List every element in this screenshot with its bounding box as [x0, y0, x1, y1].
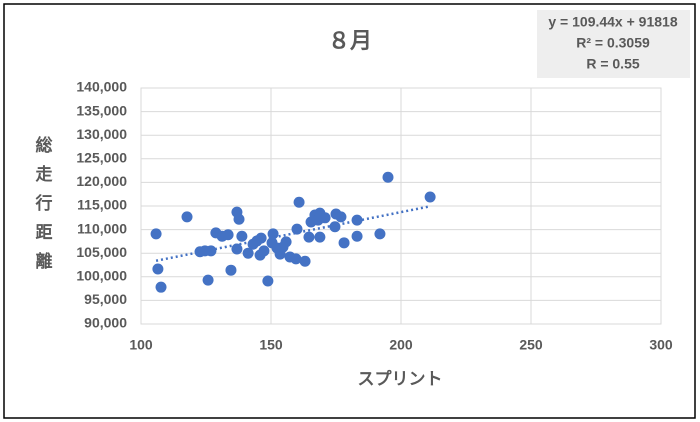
point [351, 214, 363, 226]
x-tick-label: 200 [389, 337, 413, 353]
y-tick-label: 115,000 [77, 197, 127, 213]
point [424, 191, 436, 203]
point [290, 253, 302, 265]
annotation-box [537, 10, 690, 78]
point [382, 171, 394, 183]
y-tick-label: 110,000 [77, 220, 127, 236]
point [225, 264, 237, 276]
point [181, 211, 193, 223]
x-tick-label: 300 [649, 337, 673, 353]
point [338, 237, 350, 249]
y-tick-label: 125,000 [76, 150, 127, 166]
x-axis-label: スプリント [358, 368, 443, 388]
x-tick-label: 150 [259, 337, 283, 353]
annotation: R = 0.55 [586, 56, 640, 72]
y-tick-label: 130,000 [76, 126, 127, 142]
point [314, 231, 326, 243]
y-tick-label: 120,000 [76, 173, 127, 189]
x-tick-label: 100 [129, 337, 153, 353]
point [155, 281, 167, 293]
chart-title: ８月 [328, 28, 372, 53]
point [152, 263, 164, 275]
y-tick-label: 105,000 [76, 244, 127, 260]
point [258, 245, 270, 257]
y-axis-label: 総走行距離 [33, 135, 54, 281]
point [303, 231, 315, 243]
point [150, 228, 162, 240]
point [291, 223, 303, 235]
point [255, 232, 267, 244]
point [329, 221, 341, 233]
y-tick-label: 95,000 [84, 291, 127, 307]
point [231, 243, 243, 255]
y-tick-label: 100,000 [76, 268, 127, 284]
point [335, 211, 347, 223]
annotation: y = 109.44x + 91818 [548, 14, 677, 30]
point [262, 275, 274, 287]
point [205, 245, 217, 257]
annotation: R² = 0.3059 [576, 35, 650, 51]
point [319, 212, 331, 224]
point [202, 274, 214, 286]
point [299, 255, 311, 267]
x-tick-label: 250 [519, 337, 543, 353]
point [236, 230, 248, 242]
point [293, 196, 305, 208]
point [351, 230, 363, 242]
y-tick-label: 140,000 [76, 79, 127, 95]
point [222, 229, 234, 241]
y-tick-label: 135,000 [76, 102, 127, 118]
point [374, 228, 386, 240]
point [267, 228, 279, 240]
point [280, 236, 292, 248]
y-tick-label: 90,000 [84, 315, 127, 331]
point [242, 247, 254, 259]
point [233, 213, 245, 225]
